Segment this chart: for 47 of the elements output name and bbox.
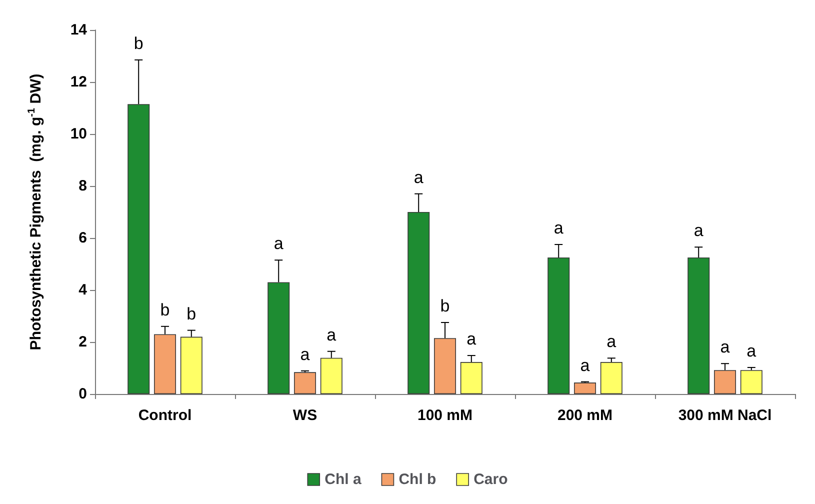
data-label: b	[160, 300, 170, 320]
bar	[600, 362, 622, 394]
bar	[180, 336, 202, 394]
data-label: a	[300, 344, 310, 364]
bar	[294, 372, 316, 394]
legend-label: Caro	[474, 471, 508, 488]
data-label: a	[580, 356, 590, 375]
x-tick-label: Control	[138, 407, 192, 424]
y-tick-label: 10	[70, 126, 87, 142]
y-axis-title: Photosynthetic Pigments (mg. g-1 DW)	[26, 74, 44, 350]
data-label: a	[466, 330, 477, 349]
x-tick-label: WS	[292, 407, 318, 424]
bar	[714, 370, 736, 394]
y-tick-label: 12	[70, 74, 87, 90]
data-label: a	[746, 341, 757, 360]
y-tick-label: 6	[78, 230, 87, 246]
data-label: b	[186, 304, 196, 324]
x-tick-label: 100 mM	[417, 407, 473, 424]
bar	[154, 334, 176, 394]
bar	[548, 258, 570, 394]
bar	[688, 258, 710, 394]
bar	[128, 104, 150, 394]
legend-label: Chl b	[398, 471, 436, 488]
data-label: a	[694, 221, 704, 240]
data-label: b	[440, 296, 450, 316]
bar	[574, 382, 596, 394]
data-label: a	[414, 168, 424, 187]
y-tick-label: 8	[78, 178, 87, 194]
bar	[434, 338, 456, 394]
data-label: a	[326, 325, 337, 344]
data-label: b	[134, 34, 144, 53]
y-tick-label: 14	[70, 22, 88, 38]
y-tick-label: 2	[78, 334, 87, 350]
data-label: a	[274, 234, 284, 254]
y-tick-label: 4	[78, 282, 88, 298]
x-tick-label: 200 mM	[557, 407, 613, 424]
bar	[408, 212, 430, 394]
bar	[268, 282, 290, 394]
bar	[320, 358, 342, 394]
legend-label: Chl a	[324, 471, 362, 488]
bar	[460, 362, 482, 394]
data-label: a	[720, 338, 730, 357]
data-label: a	[554, 218, 564, 238]
data-label: a	[606, 332, 617, 352]
bar	[740, 370, 762, 394]
y-tick-label: 0	[78, 386, 87, 402]
x-tick-label: 300 mM NaCl	[678, 407, 772, 424]
